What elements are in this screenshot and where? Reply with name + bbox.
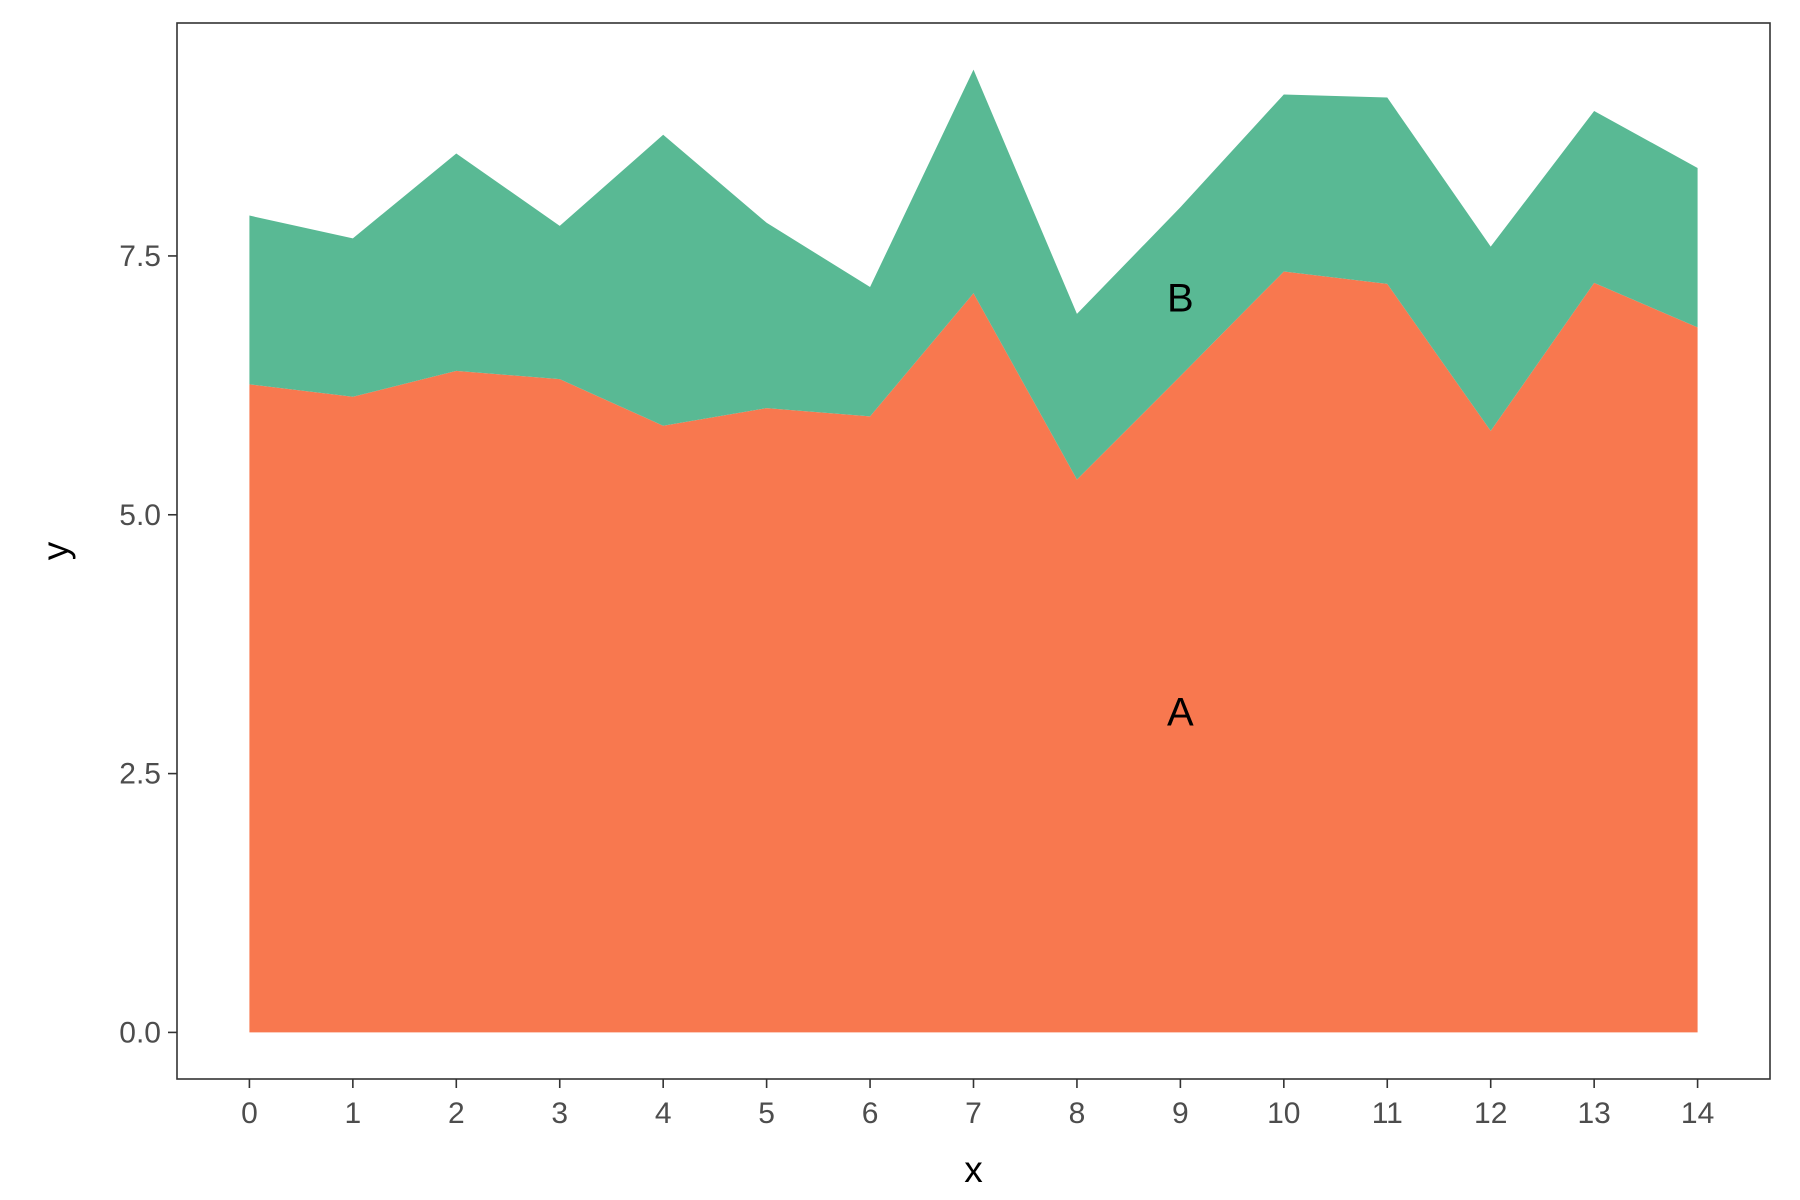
x-tick-label: 11 (1372, 1097, 1403, 1130)
x-axis-title: x (964, 1149, 983, 1190)
x-axis: 0 1 2 3 4 5 6 7 8 9 10 11 12 13 14 (241, 1079, 1714, 1130)
areas-layer (249, 69, 1698, 1033)
area-label-a: A (1167, 690, 1194, 734)
x-tick-label: 7 (965, 1097, 982, 1130)
y-axis: 0.0 2.5 5.0 7.5 (119, 240, 177, 1049)
area-series-b (249, 69, 1698, 480)
y-tick-label: 7.5 (119, 240, 161, 273)
x-tick-label: 3 (551, 1097, 568, 1130)
x-tick-label: 4 (655, 1097, 672, 1130)
x-tick-label: 6 (862, 1097, 879, 1130)
annotations-layer: AB (1167, 276, 1194, 734)
x-tick-label: 14 (1681, 1097, 1714, 1130)
x-tick-label: 12 (1474, 1097, 1507, 1130)
x-tick-label: 0 (241, 1097, 258, 1130)
x-tick-label: 2 (448, 1097, 465, 1130)
y-tick-label: 5.0 (119, 499, 161, 532)
x-tick-label: 8 (1069, 1097, 1086, 1130)
y-tick-label: 2.5 (119, 758, 161, 791)
x-tick-label: 1 (345, 1097, 362, 1130)
y-tick-label: 0.0 (119, 1016, 161, 1049)
area-series-a (249, 271, 1698, 1033)
x-tick-label: 9 (1172, 1097, 1189, 1130)
x-tick-label: 5 (758, 1097, 775, 1130)
x-tick-label: 10 (1267, 1097, 1300, 1130)
y-axis-title: y (35, 541, 76, 560)
area-label-b: B (1167, 276, 1194, 320)
x-tick-label: 13 (1577, 1097, 1610, 1130)
